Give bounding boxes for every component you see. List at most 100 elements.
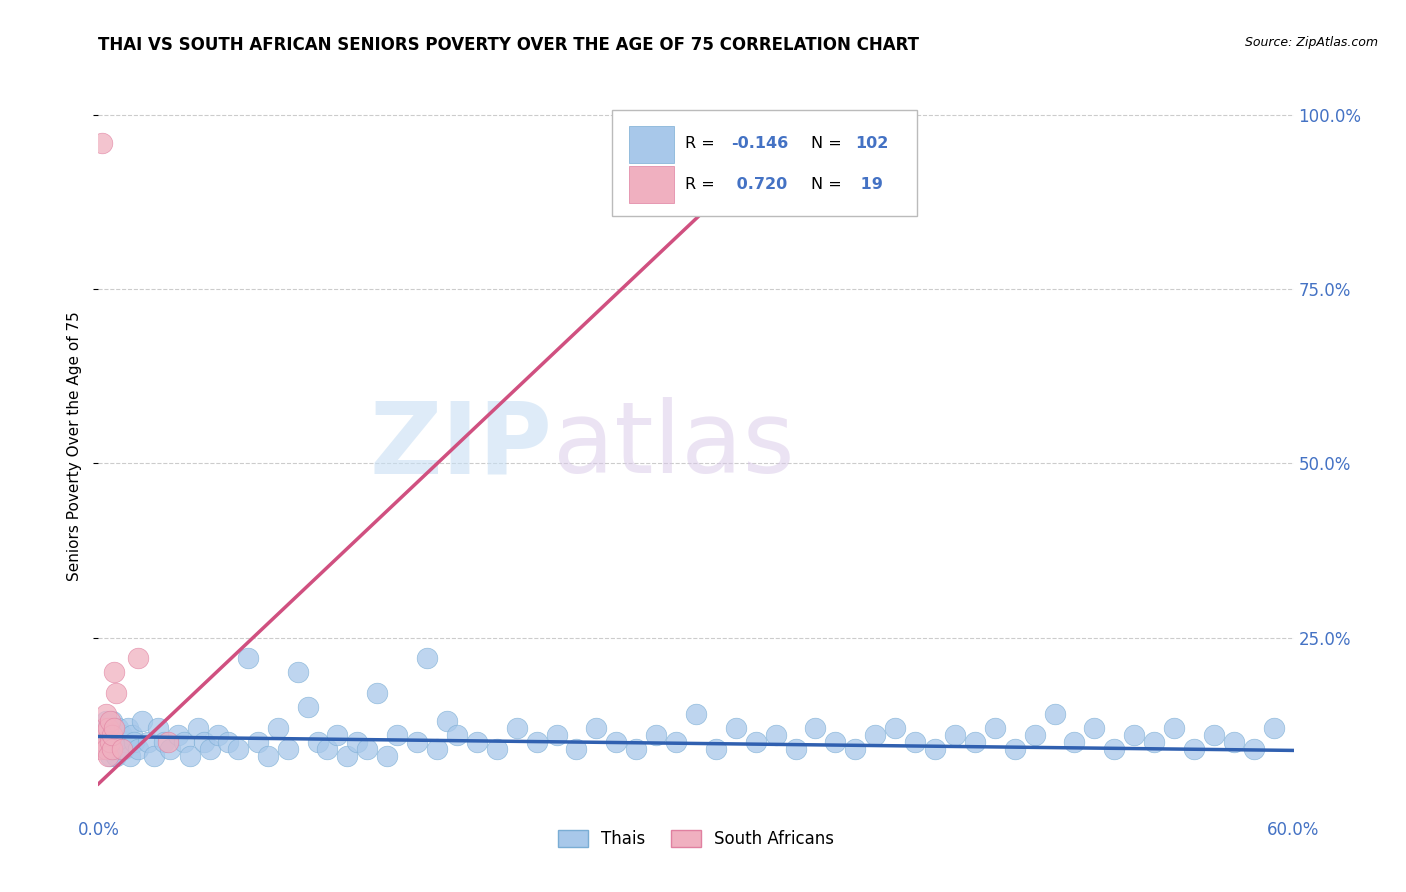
Point bbox=[1143, 735, 1166, 749]
Point bbox=[167, 728, 190, 742]
Point bbox=[1063, 735, 1085, 749]
Text: THAI VS SOUTH AFRICAN SENIORS POVERTY OVER THE AGE OF 75 CORRELATION CHART: THAI VS SOUTH AFRICAN SENIORS POVERTY OV… bbox=[98, 36, 920, 54]
Point bbox=[446, 728, 468, 742]
Point bbox=[96, 742, 118, 756]
Point bbox=[103, 665, 125, 680]
Point bbox=[1104, 742, 1126, 756]
Point bbox=[267, 721, 290, 735]
Point bbox=[1243, 742, 1265, 756]
Point bbox=[207, 728, 229, 742]
Point bbox=[105, 686, 128, 700]
Point bbox=[97, 735, 120, 749]
Point bbox=[103, 721, 125, 735]
Point bbox=[745, 735, 768, 749]
Point bbox=[101, 742, 124, 756]
Point bbox=[426, 742, 449, 756]
Point bbox=[179, 749, 201, 764]
FancyBboxPatch shape bbox=[628, 166, 675, 203]
Point bbox=[307, 735, 329, 749]
Point bbox=[485, 742, 508, 756]
Point bbox=[98, 749, 122, 764]
Point bbox=[943, 728, 966, 742]
Point bbox=[546, 728, 568, 742]
Point bbox=[97, 749, 120, 764]
Point bbox=[804, 721, 827, 735]
Point bbox=[93, 735, 115, 749]
Point bbox=[844, 742, 866, 756]
Point bbox=[91, 136, 114, 150]
Point bbox=[665, 735, 688, 749]
Point bbox=[187, 721, 209, 735]
Point bbox=[366, 686, 388, 700]
Point bbox=[111, 728, 134, 742]
Point bbox=[115, 735, 138, 749]
Point bbox=[157, 735, 180, 749]
Text: N =: N = bbox=[811, 136, 846, 152]
Point bbox=[1182, 742, 1205, 756]
Point bbox=[1163, 721, 1185, 735]
Text: R =: R = bbox=[685, 136, 720, 152]
Point bbox=[96, 714, 118, 728]
Point bbox=[865, 728, 887, 742]
Point bbox=[105, 728, 128, 742]
Point bbox=[506, 721, 529, 735]
Point bbox=[91, 735, 114, 749]
Point bbox=[526, 735, 548, 749]
FancyBboxPatch shape bbox=[613, 110, 917, 216]
Point bbox=[93, 728, 115, 742]
Point bbox=[198, 742, 221, 756]
Point bbox=[112, 742, 135, 756]
Point bbox=[153, 735, 176, 749]
Point bbox=[101, 742, 124, 756]
Text: 102: 102 bbox=[855, 136, 889, 152]
Point bbox=[963, 735, 986, 749]
Point bbox=[96, 707, 118, 722]
Point bbox=[585, 721, 607, 735]
Point bbox=[336, 749, 359, 764]
Point bbox=[277, 742, 299, 756]
Point bbox=[148, 721, 170, 735]
Point bbox=[107, 721, 129, 735]
Y-axis label: Seniors Poverty Over the Age of 75: Seniors Poverty Over the Age of 75 bbox=[67, 311, 83, 581]
Point bbox=[346, 735, 368, 749]
Point bbox=[111, 742, 134, 756]
Point bbox=[127, 742, 149, 756]
Point bbox=[765, 728, 787, 742]
Point bbox=[724, 721, 747, 735]
Text: R =: R = bbox=[685, 178, 720, 193]
Point bbox=[226, 742, 249, 756]
Point bbox=[136, 735, 159, 749]
Point bbox=[704, 742, 727, 756]
Point bbox=[356, 742, 378, 756]
Point bbox=[1202, 728, 1225, 742]
Point bbox=[98, 735, 122, 749]
Point bbox=[97, 721, 120, 735]
Point bbox=[124, 735, 146, 749]
Point bbox=[105, 749, 128, 764]
Point bbox=[465, 735, 488, 749]
Point bbox=[256, 749, 278, 764]
Point bbox=[287, 665, 309, 680]
Point bbox=[107, 742, 129, 756]
Point bbox=[1024, 728, 1046, 742]
Point bbox=[131, 714, 153, 728]
FancyBboxPatch shape bbox=[628, 126, 675, 163]
Text: -0.146: -0.146 bbox=[731, 136, 787, 152]
Point bbox=[1043, 707, 1066, 722]
Point bbox=[159, 742, 181, 756]
Point bbox=[685, 707, 707, 722]
Point bbox=[236, 651, 259, 665]
Point bbox=[101, 728, 124, 742]
Point bbox=[246, 735, 269, 749]
Point bbox=[626, 742, 648, 756]
Point bbox=[93, 721, 115, 735]
Point bbox=[316, 742, 339, 756]
Text: atlas: atlas bbox=[553, 398, 794, 494]
Point bbox=[605, 735, 627, 749]
Legend: Thais, South Africans: Thais, South Africans bbox=[551, 823, 841, 855]
Text: 19: 19 bbox=[855, 178, 883, 193]
Point bbox=[984, 721, 1007, 735]
Point bbox=[416, 651, 439, 665]
Point bbox=[1004, 742, 1026, 756]
Point bbox=[101, 714, 124, 728]
